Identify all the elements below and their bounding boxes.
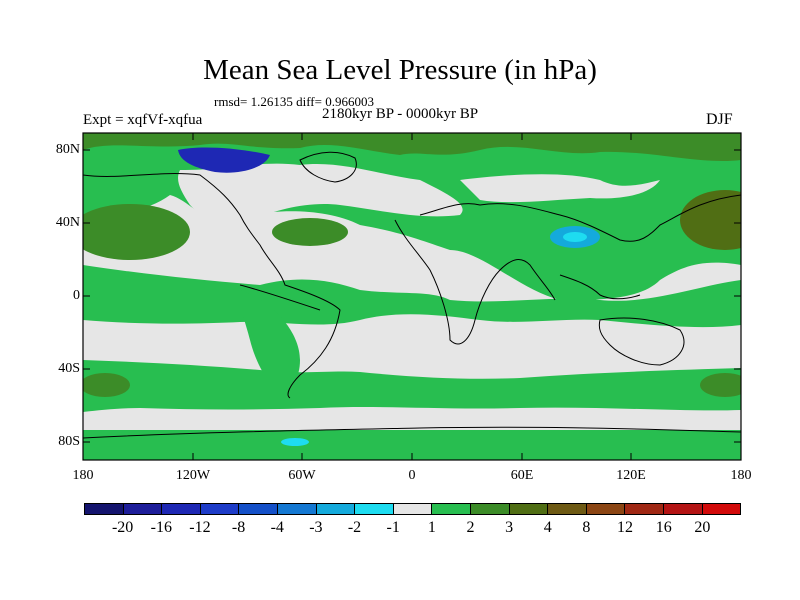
lat-label-40n: 40N — [55, 215, 80, 230]
stats-text: rmsd= 1.26135 diff= 0.966003 — [214, 94, 374, 109]
colorbar-swatch — [355, 504, 394, 514]
colorbar-label: -20 — [111, 519, 134, 536]
colorbar-label: 20 — [694, 519, 711, 536]
colorbar-swatch — [123, 504, 163, 514]
colorbar-swatch — [470, 504, 510, 514]
colorbar-swatch — [162, 504, 201, 514]
lon-label-60e: 60E — [510, 468, 534, 483]
lon-label-180e: 180 — [730, 468, 752, 483]
lon-label-180w: 180 — [72, 468, 94, 483]
colorbar-swatch — [625, 504, 664, 514]
experiment-label: Expt = xqfVf-xqfua — [83, 112, 203, 128]
positive-region-north-pacific-east — [680, 190, 741, 250]
positive-region-north-atlantic — [272, 218, 348, 246]
colorbar-label: -12 — [189, 519, 211, 536]
map-field — [83, 133, 741, 460]
lat-ticks — [83, 149, 741, 443]
lat-label-0: 0 — [73, 288, 80, 303]
colorbar-swatch — [85, 504, 124, 514]
colorbar-label: -3 — [309, 519, 323, 536]
positive-region-arctic — [83, 133, 741, 162]
neutral-region-north-atlantic — [178, 163, 463, 229]
colorbar-label: -16 — [150, 519, 172, 536]
season-label: DJF — [706, 111, 733, 128]
positive-region-south-pacific — [83, 373, 130, 397]
colorbar-swatch — [393, 504, 433, 514]
lon-label-120w: 120W — [175, 468, 211, 483]
colorbar-swatch — [663, 504, 703, 514]
positive-region-southern-ocean — [83, 360, 741, 412]
period-text: 2180kyr BP - 0000kyr BP — [322, 106, 479, 122]
lat-label-80n: 80N — [55, 142, 80, 157]
colorbar-label: -2 — [347, 519, 362, 536]
colorbar-label: 2 — [466, 519, 475, 536]
lon-label-120e: 120E — [616, 468, 646, 483]
lon-ticks — [82, 133, 742, 460]
colorbar-label: 12 — [617, 519, 634, 536]
colorbar-swatch — [239, 504, 278, 514]
colorbar-label: 8 — [582, 519, 591, 536]
lat-label-80s: 80S — [58, 434, 80, 449]
colorbar-label: 1 — [427, 519, 436, 536]
neutral-region-eurasia — [460, 174, 660, 203]
colorbar-swatch — [432, 504, 471, 514]
colorbar-label: 4 — [543, 519, 552, 536]
colorbar-swatch — [277, 504, 317, 514]
negative-region-tibet-core — [563, 232, 587, 242]
lon-label-0: 0 — [408, 468, 416, 483]
colorbar-swatch — [316, 504, 356, 514]
colorbar-swatch — [548, 504, 587, 514]
lon-label-60w: 60W — [288, 468, 316, 483]
colorbar-label: -1 — [386, 519, 400, 536]
map-title: Mean Sea Level Pressure (in hPa) — [203, 54, 597, 86]
negative-region-antarctic — [281, 438, 309, 446]
colorbar-swatch — [509, 504, 549, 514]
colorbar — [84, 503, 741, 515]
colorbar-label: 16 — [655, 519, 672, 536]
positive-region-north-pacific-west — [83, 204, 190, 260]
colorbar-label: -4 — [270, 519, 284, 536]
colorbar-swatch — [702, 504, 741, 514]
coastlines — [83, 151, 741, 439]
colorbar-swatch — [586, 504, 626, 514]
negative-region-arctic-canada — [178, 147, 270, 173]
positive-region-south-america — [239, 290, 300, 395]
colorbar-label: 3 — [505, 519, 514, 536]
positive-region-south-pacific-east — [700, 373, 741, 397]
lat-label-40s: 40S — [58, 361, 80, 376]
colorbar-swatch — [200, 504, 240, 514]
colorbar-label: -8 — [231, 519, 246, 536]
